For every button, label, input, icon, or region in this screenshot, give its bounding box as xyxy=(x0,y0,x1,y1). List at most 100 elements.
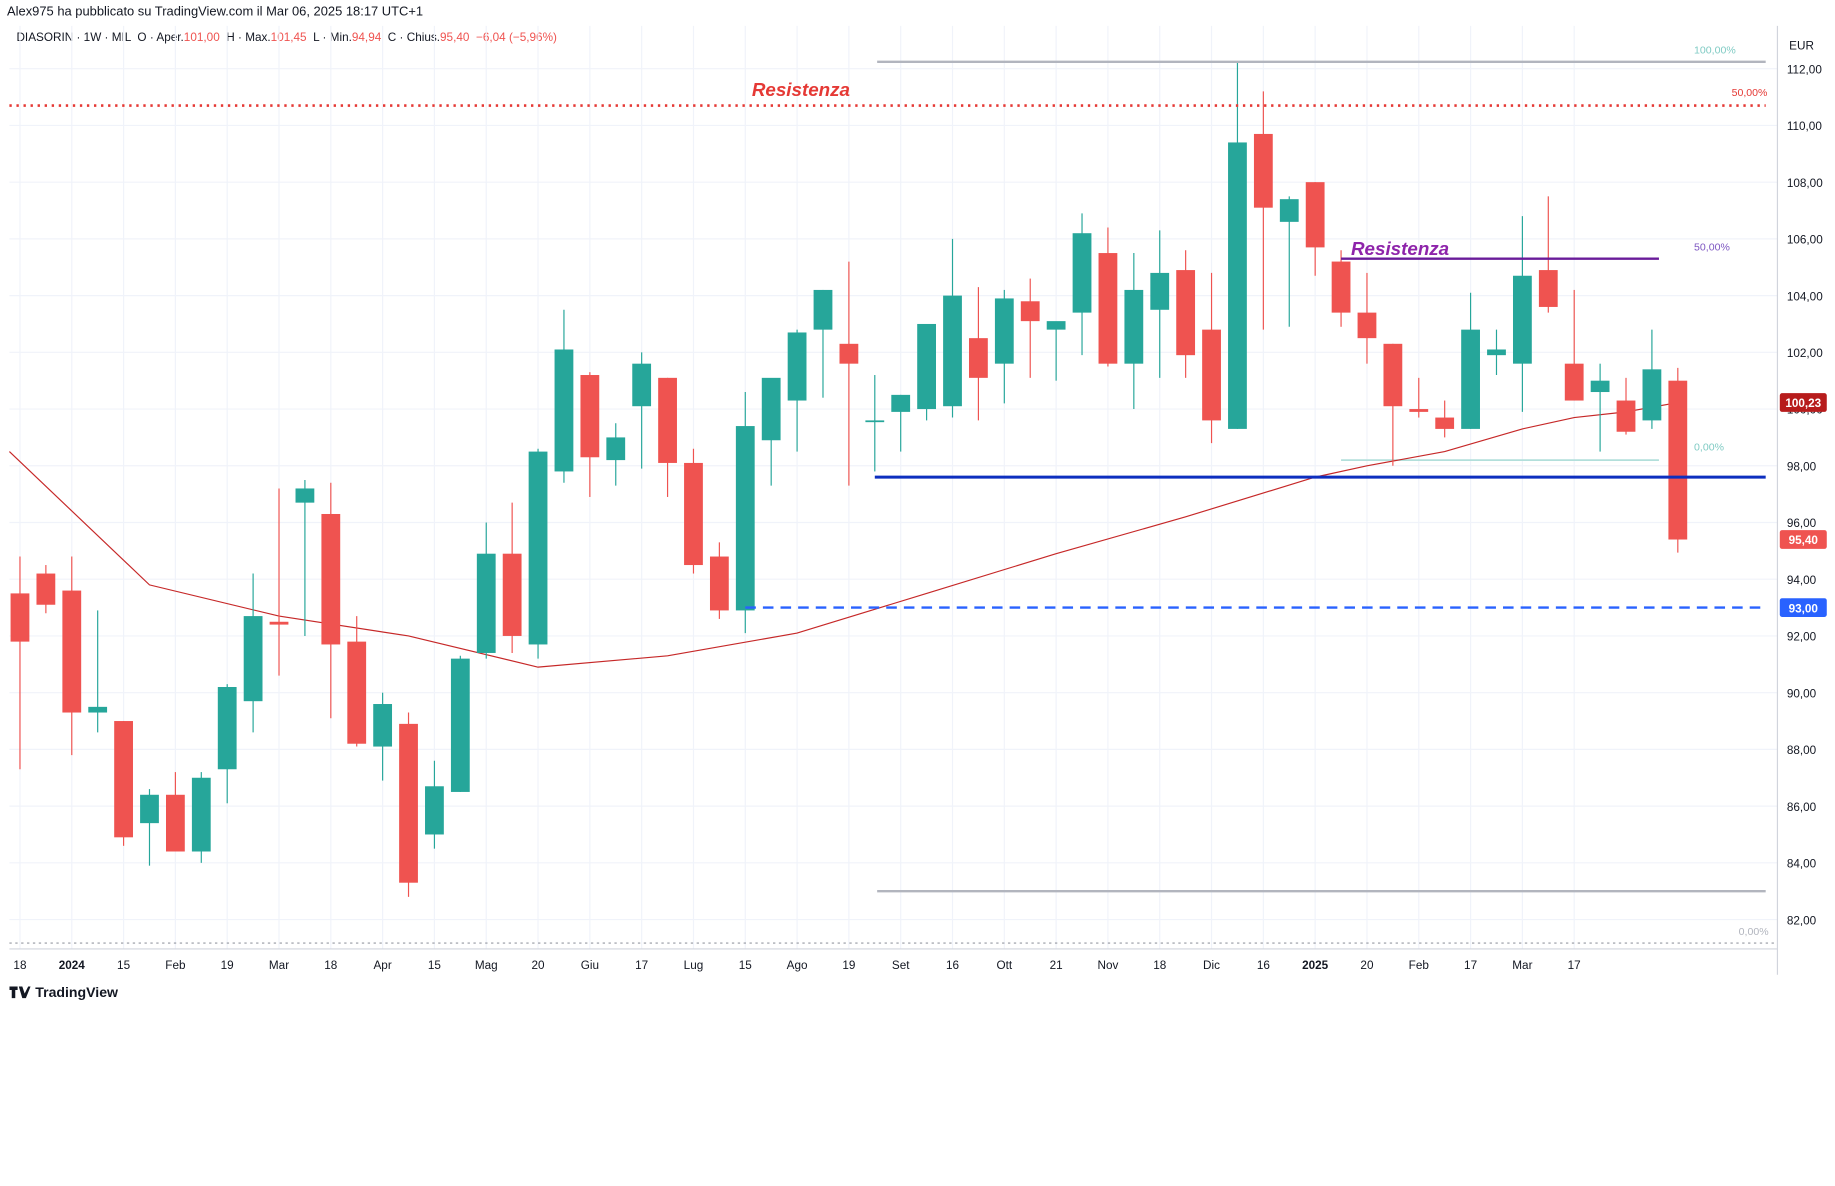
candle xyxy=(787,329,807,452)
price-tag-bg xyxy=(1779,393,1827,412)
x-tick-label: 16 xyxy=(946,959,960,972)
candle xyxy=(1046,321,1066,381)
fib-50-red-label: 50,00% xyxy=(1732,87,1768,99)
high-value: 101,45 xyxy=(270,31,307,45)
x-tick-label: 19 xyxy=(842,959,855,972)
x-tick-label: 17 xyxy=(1464,959,1477,972)
resistance-label: Resistenza xyxy=(752,79,850,100)
y-tick-label: 102,00 xyxy=(1787,347,1823,360)
grid xyxy=(9,25,1778,949)
candle-body xyxy=(191,777,211,852)
candle xyxy=(865,375,885,472)
candles xyxy=(10,63,1688,897)
x-tick-label: 15 xyxy=(117,959,131,972)
y-tick-label: 90,00 xyxy=(1787,687,1817,700)
candle xyxy=(1512,216,1532,412)
x-tick-label: Set xyxy=(892,959,910,972)
candle xyxy=(1305,182,1325,276)
candle-body xyxy=(1538,270,1558,307)
y-tick-label: 82,00 xyxy=(1787,914,1817,927)
candle-body xyxy=(399,723,418,883)
candle-body xyxy=(165,794,185,852)
symbol-name[interactable]: DIASORIN · 1W · MIL xyxy=(16,31,131,45)
candle xyxy=(140,789,159,866)
candle xyxy=(1124,253,1144,410)
candle-body xyxy=(1020,301,1040,322)
fib-levels: 100,00% 0,00% 50,00% 50,00% 0,00% xyxy=(877,45,1769,938)
candle-body xyxy=(891,394,911,412)
candle-body xyxy=(1383,343,1403,407)
x-tick-label: 2024 xyxy=(59,959,86,972)
price-chart[interactable]: 100,00% 0,00% 50,00% 50,00% 0,00% Resistenza… xyxy=(0,0,1835,1010)
candle xyxy=(295,479,315,636)
y-tick-label: 110,00 xyxy=(1787,120,1822,133)
y-tick-label: 84,00 xyxy=(1787,858,1817,871)
y-tick-label: 88,00 xyxy=(1787,744,1817,757)
candle-body xyxy=(1668,380,1688,540)
y-tick-label: 98,00 xyxy=(1787,460,1817,473)
price-tag-label: 100,23 xyxy=(1785,397,1821,410)
candle-body xyxy=(502,553,522,636)
change-value: −6,04 (−5,96%) xyxy=(475,31,557,45)
resistance-label: Resistenza xyxy=(1351,238,1449,259)
axes: 82,00 84,00 86,00 88,00 90,00 92,00 94,00 96,00… xyxy=(9,25,1827,975)
candle-body xyxy=(554,349,574,472)
candle-body xyxy=(295,488,315,503)
candle-body xyxy=(1616,400,1636,432)
brand-name: TradingView xyxy=(35,984,119,1001)
candle-body xyxy=(88,706,108,713)
ma-line xyxy=(8,401,1678,668)
candle-body xyxy=(1098,253,1118,364)
x-tick-label: 18 xyxy=(324,959,338,972)
candle-body xyxy=(1642,369,1662,421)
candle xyxy=(165,772,185,852)
candle xyxy=(1228,63,1247,429)
candle-body xyxy=(580,375,600,458)
candle-body xyxy=(1150,272,1170,310)
candle xyxy=(217,684,237,804)
candle xyxy=(761,377,781,486)
close-label: C · Chius. xyxy=(387,31,441,45)
candle-body xyxy=(1331,261,1351,313)
levels: Resistenza Resistenza xyxy=(9,79,1766,609)
candle-body xyxy=(735,426,755,611)
candle-body xyxy=(943,295,962,407)
candle xyxy=(528,448,548,659)
candle xyxy=(450,655,470,792)
candle xyxy=(1590,363,1610,452)
price-tag-bg xyxy=(1779,530,1827,549)
close-value: 95,40 xyxy=(440,31,470,45)
candle-body xyxy=(658,377,677,463)
candle-body xyxy=(10,593,30,642)
candle xyxy=(373,692,393,781)
candle-body xyxy=(1435,417,1455,429)
price-tag-bg xyxy=(1779,598,1827,617)
candle xyxy=(321,482,341,719)
candle-body xyxy=(62,590,82,713)
candle-body xyxy=(243,616,263,702)
x-tick-label: 18 xyxy=(13,959,27,972)
candle-body xyxy=(813,289,833,330)
candle xyxy=(554,309,574,483)
x-tick-label: 20 xyxy=(532,959,546,972)
x-tick-label: Nov xyxy=(1097,959,1118,972)
candle xyxy=(1461,292,1480,429)
candle-body xyxy=(1487,349,1506,356)
y-tick-label: 94,00 xyxy=(1787,574,1817,587)
candle xyxy=(114,721,133,846)
candle xyxy=(62,556,82,756)
candle xyxy=(476,522,496,659)
y-tick-label: 104,00 xyxy=(1787,290,1823,303)
candle-body xyxy=(321,513,341,645)
price-tag: 95,40 xyxy=(1779,530,1827,549)
candle xyxy=(735,392,755,634)
x-tick-label: 20 xyxy=(1360,959,1374,972)
candle xyxy=(1435,400,1455,438)
x-tick-label: 17 xyxy=(1568,959,1581,972)
candle xyxy=(969,287,988,421)
price-tag-label: 95,40 xyxy=(1789,534,1819,547)
candle-body xyxy=(1046,321,1066,330)
candle-body xyxy=(425,786,444,835)
candle xyxy=(580,372,600,497)
candle xyxy=(1357,272,1377,364)
